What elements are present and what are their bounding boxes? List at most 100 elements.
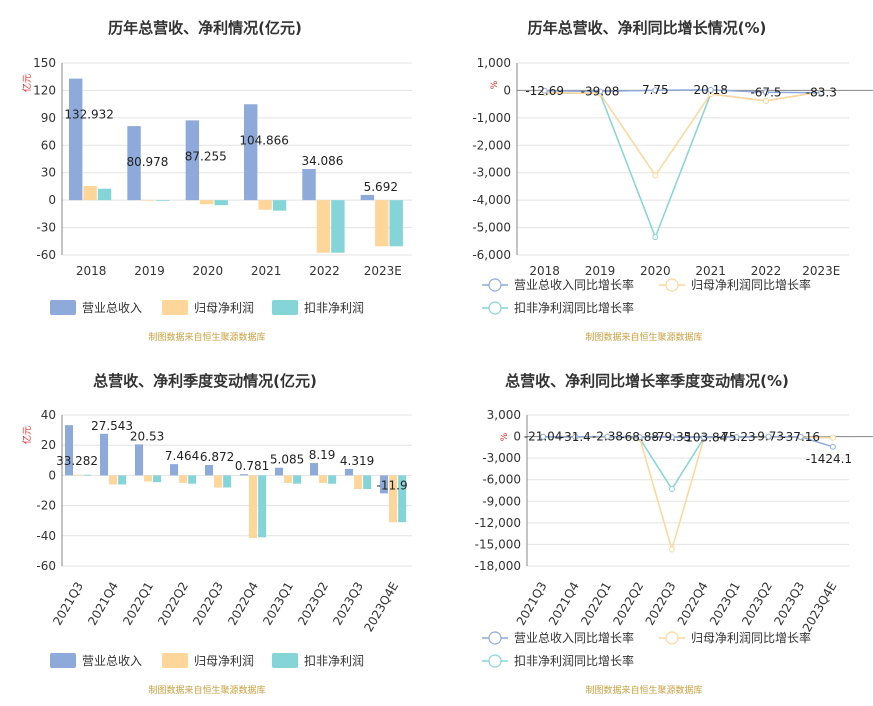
y-tick-label: 3,000 xyxy=(487,408,521,422)
y-tick-label: -5,000 xyxy=(472,221,511,235)
x-tick-label: 2022 xyxy=(751,264,782,278)
legend-marker xyxy=(488,631,502,645)
data-point xyxy=(652,87,659,94)
legend-marker xyxy=(665,631,679,645)
unit-label: 亿元 xyxy=(21,74,33,92)
y-tick-label: -20 xyxy=(36,499,56,513)
bar xyxy=(109,475,118,485)
x-tick-label: 2021 xyxy=(695,264,726,278)
y-tick-label: -6,000 xyxy=(482,473,521,487)
legend-marker xyxy=(665,278,679,292)
source-note: 制图数据来自恒生聚源数据库 xyxy=(585,684,702,696)
data-label: 87.255 xyxy=(185,149,227,163)
bar xyxy=(74,474,83,476)
legend-marker xyxy=(488,301,502,315)
bar xyxy=(272,200,287,211)
quarterly-growth-chart: 总营收、净利同比增长率季度变动情况(%) 3,000 0 -3,000 -6,000 -9… xyxy=(475,372,873,696)
bar xyxy=(83,185,97,201)
x-tick-label: 2023Q2 xyxy=(295,580,331,628)
series-line xyxy=(544,89,822,94)
data-point xyxy=(597,88,603,95)
data-label: -75.23 xyxy=(717,430,756,444)
x-tick-label: 2022Q2 xyxy=(610,580,646,628)
y-tick-label: -1,000 xyxy=(472,111,511,125)
data-point xyxy=(797,433,804,440)
data-label: -31.4 xyxy=(560,430,591,444)
bar xyxy=(345,468,354,476)
bar xyxy=(244,104,258,201)
quarterly-revenue-profit-chart: 总营收、净利季度变动情况(亿元) 40 20 0 -20 -40 -60 亿元 33.282 27… xyxy=(21,372,412,696)
data-label: 5.692 xyxy=(364,180,398,194)
bar xyxy=(156,199,170,201)
data-point xyxy=(652,234,659,241)
bar xyxy=(205,465,214,476)
data-point xyxy=(652,172,659,179)
chart-title: 历年总营收、净利情况(亿元) xyxy=(108,19,302,37)
data-label: -12.69 xyxy=(525,84,564,98)
data-point xyxy=(540,433,547,440)
y-tick-label: 40 xyxy=(41,408,56,422)
legend-label: 归母净利润 xyxy=(194,654,254,668)
bar xyxy=(185,120,200,201)
data-point xyxy=(818,89,825,96)
data-label: -9.73 xyxy=(753,430,784,444)
annual-revenue-profit-chart: 历年总营收、净利情况(亿元) 150 120 90 60 30 0 -30 -60 亿元 132.9… xyxy=(21,19,412,343)
series-line xyxy=(543,436,833,491)
unit-label: 亿元 xyxy=(21,426,33,444)
bar xyxy=(319,475,328,483)
data-label: -83.3 xyxy=(806,86,837,100)
y-tick-label: 1,000 xyxy=(477,56,511,70)
x-tick-label: 2023Q4E xyxy=(361,580,401,635)
source-note: 制图数据来自恒生聚源数据库 xyxy=(148,684,265,696)
x-tick-label: 2023Q1 xyxy=(260,580,296,628)
bar xyxy=(389,200,403,247)
x-tick-label: 2020 xyxy=(640,264,671,278)
y-tick-label: -3,000 xyxy=(472,166,511,180)
data-point xyxy=(763,89,769,96)
data-point xyxy=(541,87,548,94)
x-tick-label: 2022Q4 xyxy=(225,580,261,628)
x-tick-label: 2023E xyxy=(802,264,840,278)
data-label: 8.19 xyxy=(309,448,336,462)
legend-label: 营业总收入同比增长率 xyxy=(514,277,634,292)
bar xyxy=(127,126,141,201)
bar xyxy=(144,475,153,482)
bar xyxy=(135,444,144,476)
data-label: 0.781 xyxy=(235,459,269,473)
bar xyxy=(97,188,112,201)
y-tick-label: -18,000 xyxy=(475,559,521,573)
x-tick-label: 2023Q3 xyxy=(771,580,807,628)
y-tick-label: 0 xyxy=(513,430,521,444)
legend-label: 归母净利润同比增长率 xyxy=(691,277,811,292)
legend-label: 归母净利润同比增长率 xyxy=(691,630,811,645)
x-tick-label: 2018 xyxy=(529,264,560,278)
x-tick-label: 2021 xyxy=(251,264,282,278)
data-label: 7.464 xyxy=(165,449,199,463)
y-tick-label: -2,000 xyxy=(472,138,511,152)
x-tick-label: 2023Q2 xyxy=(739,580,775,628)
bar xyxy=(153,475,162,483)
data-label: 20.18 xyxy=(693,83,727,97)
x-tick-label: 2022Q4 xyxy=(675,580,711,628)
legend-label: 扣非净利润同比增长率 xyxy=(514,653,634,668)
chart-title: 总营收、净利同比增长率季度变动情况(%) xyxy=(505,372,789,390)
data-label: -37.16 xyxy=(781,430,820,444)
x-tick-label: 2022 xyxy=(309,264,340,278)
data-label: -103.84 xyxy=(681,430,727,444)
bar xyxy=(316,200,331,253)
legend-label: 扣非净利润 xyxy=(304,654,364,668)
legend-label: 归母净利润 xyxy=(194,301,254,315)
data-label: 33.282 xyxy=(56,454,98,468)
data-label: 5.085 xyxy=(270,453,304,467)
bar xyxy=(328,475,337,484)
legend-swatch xyxy=(50,300,76,315)
bar xyxy=(258,475,267,538)
x-tick-label: 2022Q3 xyxy=(190,580,226,628)
y-tick-label: 60 xyxy=(41,138,56,152)
bar xyxy=(354,475,363,489)
data-label: -68.88 xyxy=(620,430,659,444)
y-tick-label: -15,000 xyxy=(475,537,521,551)
bar xyxy=(310,463,319,476)
y-tick-label: -6,000 xyxy=(472,248,511,262)
x-tick-label: 2023Q3 xyxy=(330,580,366,628)
